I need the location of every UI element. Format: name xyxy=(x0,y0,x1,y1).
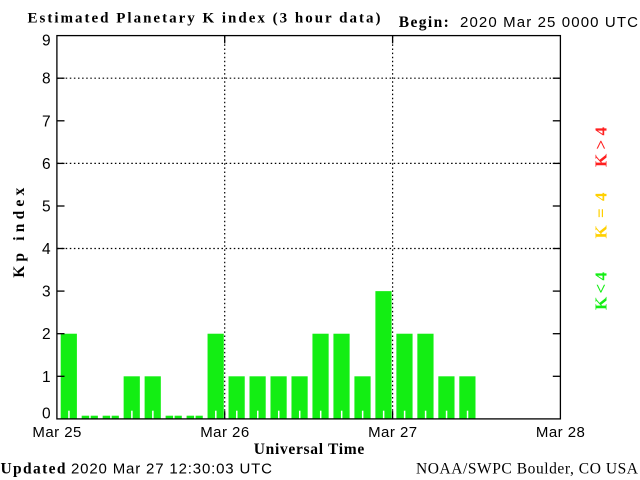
svg-text:8: 8 xyxy=(42,71,51,88)
svg-text:0: 0 xyxy=(42,405,51,422)
svg-text:Mar 27: Mar 27 xyxy=(368,424,417,441)
svg-text:9: 9 xyxy=(42,32,51,49)
svg-text:K<4: K<4 xyxy=(592,272,611,311)
svg-text:Estimated Planetary K index (3: Estimated Planetary K index (3 hour data… xyxy=(28,11,381,27)
svg-text:Universal Time: Universal Time xyxy=(254,441,365,458)
svg-text:2020 Mar 25 0000 UTC: 2020 Mar 25 0000 UTC xyxy=(460,14,638,31)
svg-text:2: 2 xyxy=(42,326,51,343)
svg-text:3: 3 xyxy=(42,284,51,301)
svg-text:K>4: K>4 xyxy=(592,127,611,168)
svg-text:7: 7 xyxy=(42,113,51,130)
svg-text:Mar 28: Mar 28 xyxy=(536,424,585,441)
svg-text:Updated: Updated xyxy=(1,460,66,477)
svg-text:4: 4 xyxy=(42,241,51,258)
svg-text:5: 5 xyxy=(42,199,51,216)
svg-text:Mar 26: Mar 26 xyxy=(200,424,249,441)
svg-text:NOAA/SWPC Boulder, CO USA: NOAA/SWPC Boulder, CO USA xyxy=(416,460,639,477)
svg-text:6: 6 xyxy=(42,156,51,173)
svg-text:K=4: K=4 xyxy=(592,192,611,239)
svg-text:Begin:: Begin: xyxy=(399,14,449,31)
svg-text:2020 Mar 27 12:30:03 UTC: 2020 Mar 27 12:30:03 UTC xyxy=(71,460,272,477)
svg-text:Mar 25: Mar 25 xyxy=(32,424,81,441)
svg-text:1: 1 xyxy=(42,369,51,386)
